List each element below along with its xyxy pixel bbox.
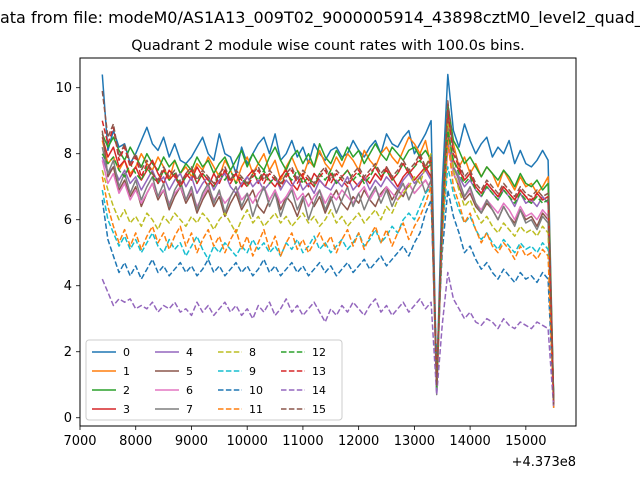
y-tick-label: 0 bbox=[64, 411, 72, 426]
legend-label-0: 0 bbox=[123, 346, 130, 359]
legend-label-5: 5 bbox=[186, 365, 193, 378]
legend-label-12: 12 bbox=[312, 346, 326, 359]
series-line-14 bbox=[101, 271, 555, 408]
y-tick-label: 2 bbox=[64, 345, 72, 360]
legend-label-3: 3 bbox=[123, 403, 130, 416]
x-axis: 7000 8000 9000 10000 11000 12000 13000 14000 150… bbox=[63, 426, 547, 449]
series-line-10 bbox=[101, 189, 555, 405]
x-tick-label: 10000 bbox=[227, 434, 268, 449]
legend-label-14: 14 bbox=[312, 384, 326, 397]
legend-label-7: 7 bbox=[186, 403, 193, 416]
series-line-0 bbox=[101, 73, 555, 402]
legend-label-8: 8 bbox=[249, 346, 256, 359]
legend-label-2: 2 bbox=[123, 384, 130, 397]
x-tick-label: 11000 bbox=[282, 434, 323, 449]
chart-title: Quadrant 2 module wise count rates with … bbox=[131, 38, 525, 54]
x-tick-label: 15000 bbox=[505, 434, 546, 449]
x-offset-label: +4.373e8 bbox=[512, 455, 576, 470]
x-tick-label: 8000 bbox=[119, 434, 152, 449]
x-tick-label: 14000 bbox=[449, 434, 490, 449]
y-tick-label: 4 bbox=[64, 279, 72, 294]
series-line-8 bbox=[101, 123, 555, 405]
series-line-5 bbox=[101, 116, 555, 405]
x-tick-label: 7000 bbox=[63, 434, 96, 449]
legend-label-6: 6 bbox=[186, 384, 193, 397]
series-line-2 bbox=[101, 103, 555, 398]
series-layer bbox=[101, 73, 555, 408]
legend-label-9: 9 bbox=[249, 365, 256, 378]
series-line-15 bbox=[101, 90, 555, 405]
x-tick-label: 9000 bbox=[175, 434, 208, 449]
legend-label-15: 15 bbox=[312, 403, 326, 416]
legend-box bbox=[85, 339, 343, 421]
legend-label-13: 13 bbox=[312, 365, 326, 378]
series-line-7 bbox=[101, 126, 555, 408]
legend-label-10: 10 bbox=[249, 384, 263, 397]
legend-label-4: 4 bbox=[186, 346, 193, 359]
series-line-13 bbox=[101, 110, 555, 405]
y-axis: 0 2 4 6 8 10 bbox=[55, 81, 80, 426]
x-tick-label: 12000 bbox=[338, 434, 379, 449]
series-line-11 bbox=[101, 139, 555, 408]
legend-label-11: 11 bbox=[249, 403, 263, 416]
x-tick-label: 13000 bbox=[394, 434, 435, 449]
series-line-6 bbox=[101, 146, 555, 405]
y-tick-label: 10 bbox=[55, 81, 72, 96]
plot-frame bbox=[79, 57, 577, 427]
y-tick-label: 8 bbox=[64, 147, 72, 162]
figure-suptitle: Plotting data from file: modeM0/AS1A13_0… bbox=[0, 8, 640, 28]
legend-label-1: 1 bbox=[123, 365, 130, 378]
y-tick-label: 6 bbox=[64, 213, 72, 228]
series-line-12 bbox=[101, 129, 555, 402]
